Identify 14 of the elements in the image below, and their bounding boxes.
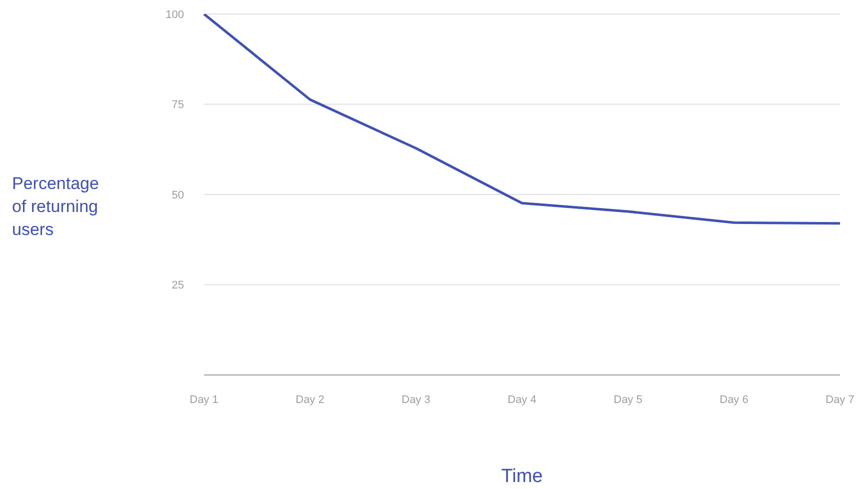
- x-tick-label: Day 3: [402, 394, 430, 406]
- x-tick-label: Day 1: [190, 394, 218, 406]
- y-tick-label: 100: [166, 8, 184, 21]
- line-series: [202, 14, 842, 225]
- x-axis-title: Time: [500, 466, 544, 488]
- x-tick-label: Day 5: [614, 394, 642, 406]
- x-tick-label: Day 4: [508, 394, 536, 406]
- y-tick-label: 75: [172, 99, 184, 112]
- y-tick-label: 25: [172, 280, 184, 292]
- y-tick-label: 50: [172, 189, 184, 202]
- y-axis-title: Percentage of returning users: [12, 173, 99, 241]
- x-tick-label: Day 7: [826, 394, 854, 406]
- x-tick-label: Day 6: [720, 394, 748, 406]
- x-tick-label: Day 2: [296, 394, 324, 406]
